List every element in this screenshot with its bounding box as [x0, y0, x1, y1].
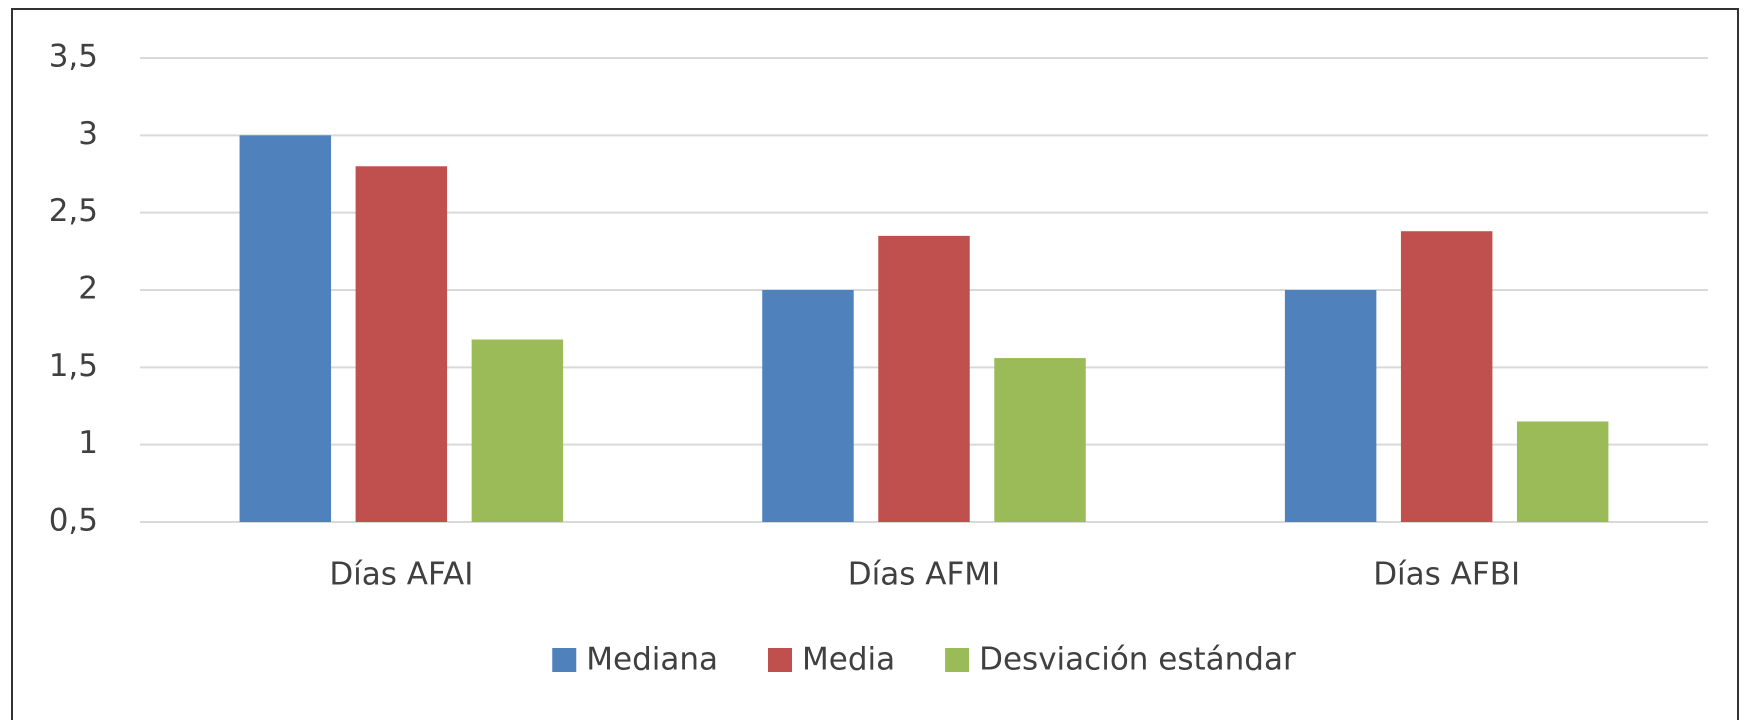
legend-label: Media — [802, 642, 895, 678]
y-tick-label: 2 — [78, 271, 98, 307]
y-tick-label: 1 — [78, 425, 98, 461]
legend-swatch — [945, 648, 970, 672]
chart-border — [11, 8, 1739, 724]
x-tick-label: Días AFAI — [329, 557, 473, 593]
y-tick-label: 2,5 — [49, 193, 98, 229]
y-tick-label: 3,5 — [49, 39, 98, 75]
legend-swatch — [552, 648, 577, 672]
y-tick-label: 1,5 — [49, 348, 98, 384]
y-tick-label: 0,5 — [49, 503, 98, 539]
bar — [471, 339, 564, 522]
bar — [878, 235, 970, 522]
bar — [1400, 231, 1493, 522]
x-tick-label: Días AFMI — [848, 557, 1000, 593]
bar — [994, 358, 1086, 522]
bar — [355, 166, 448, 522]
legend-swatch — [768, 648, 793, 672]
bar — [1284, 290, 1377, 522]
legend-label: Desviación estándar — [979, 642, 1296, 678]
y-tick-label: 3 — [78, 116, 98, 152]
bar — [239, 135, 332, 523]
x-tick-label: Días AFBI — [1373, 557, 1520, 593]
legend-label: Mediana — [586, 642, 718, 678]
bar — [1516, 421, 1609, 522]
bar — [762, 290, 854, 522]
